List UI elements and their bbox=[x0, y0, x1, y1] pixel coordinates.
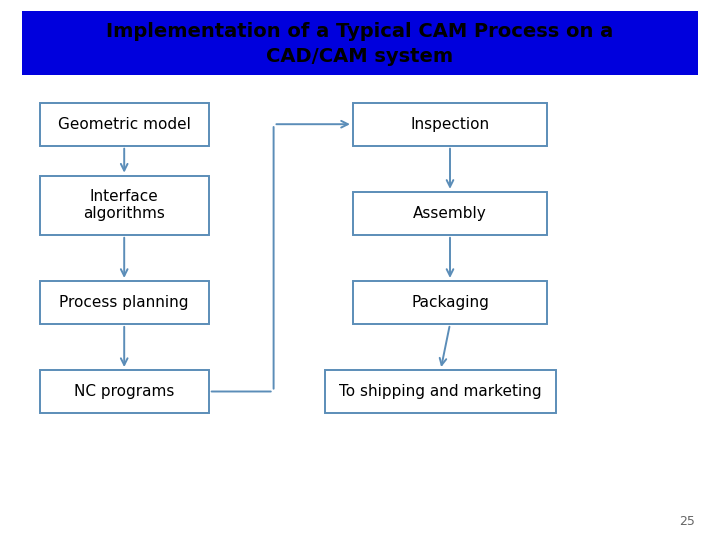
Bar bbox=[353, 281, 547, 324]
Bar bbox=[325, 370, 556, 413]
Bar bbox=[40, 281, 209, 324]
Text: Process planning: Process planning bbox=[60, 295, 189, 310]
Text: CAD/CAM system: CAD/CAM system bbox=[266, 47, 454, 66]
Bar bbox=[353, 192, 547, 235]
Text: Geometric model: Geometric model bbox=[58, 117, 191, 132]
Bar bbox=[40, 176, 209, 235]
Bar bbox=[40, 103, 209, 146]
Bar bbox=[22, 11, 698, 75]
Text: Implementation of a Typical CAM Process on a: Implementation of a Typical CAM Process … bbox=[107, 22, 613, 40]
Bar bbox=[353, 103, 547, 146]
Text: Inspection: Inspection bbox=[410, 117, 490, 132]
Text: 25: 25 bbox=[679, 515, 695, 528]
Text: Assembly: Assembly bbox=[413, 206, 487, 221]
Text: To shipping and marketing: To shipping and marketing bbox=[339, 384, 542, 399]
Bar bbox=[40, 370, 209, 413]
Text: Packaging: Packaging bbox=[411, 295, 489, 310]
Text: Interface
algorithms: Interface algorithms bbox=[84, 189, 165, 221]
Text: NC programs: NC programs bbox=[74, 384, 174, 399]
